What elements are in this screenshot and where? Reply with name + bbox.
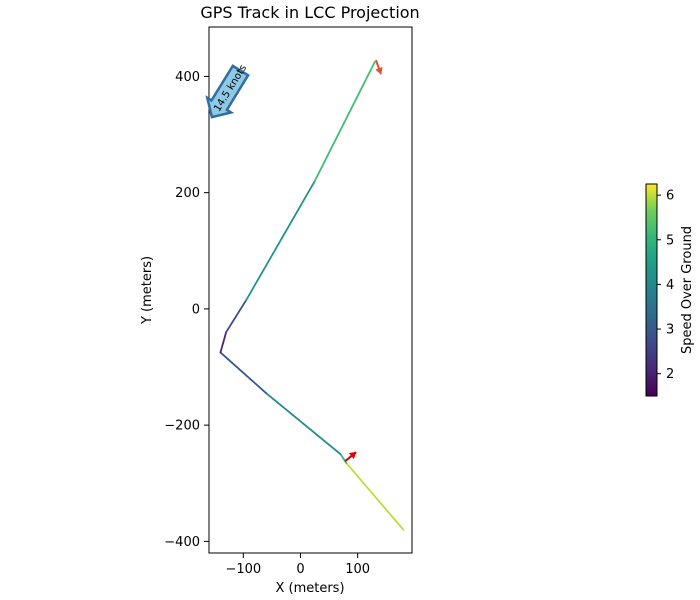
x-axis-ticks: −100 0 100: [225, 553, 370, 577]
direction-marker: [344, 451, 357, 462]
x-tick-label: 0: [296, 562, 304, 577]
x-axis-label: X (meters): [275, 581, 344, 596]
plot-area: 14.5 knots: [205, 26, 413, 554]
colorbar-tick-label: 3: [666, 323, 674, 338]
track-segment: [219, 331, 228, 354]
wind-arrow: [205, 64, 250, 119]
y-tick-label: 200: [175, 186, 200, 201]
direction-marker-layer: [344, 59, 383, 462]
plot-frame: [208, 26, 413, 554]
track-segment: [265, 392, 342, 456]
track-segment: [245, 180, 316, 302]
y-tick-label: −400: [164, 535, 200, 550]
colorbar-tick-label: 4: [666, 278, 674, 293]
track-segment: [339, 453, 348, 464]
colorbar-tick-label: 6: [666, 189, 674, 204]
y-tick-label: 0: [192, 302, 200, 317]
track-segment: [219, 351, 268, 395]
track-segment: [345, 462, 405, 531]
colorbar-tick-label: 5: [666, 233, 674, 248]
colorbar-label: Speed Over Ground: [680, 226, 695, 354]
colorbar-gradient: [645, 183, 658, 397]
track-segment: [225, 299, 248, 334]
chart-title: GPS Track in LCC Projection: [200, 3, 419, 22]
track-layer: [219, 60, 405, 531]
colorbar-tick-label: 2: [666, 367, 674, 382]
y-axis-label: Y (meters): [140, 256, 155, 325]
x-tick-label: −100: [225, 562, 261, 577]
y-tick-label: −200: [164, 419, 200, 434]
y-axis-ticks: −400 −200 0 200 400: [164, 70, 209, 550]
x-tick-label: 100: [345, 562, 370, 577]
direction-marker: [375, 59, 383, 75]
colorbar: 2 3 4 5 6 Speed Over Ground: [645, 183, 695, 397]
y-tick-label: 400: [175, 70, 200, 85]
track-segment: [313, 60, 376, 182]
colorbar-ticks: 2 3 4 5 6: [657, 189, 674, 382]
